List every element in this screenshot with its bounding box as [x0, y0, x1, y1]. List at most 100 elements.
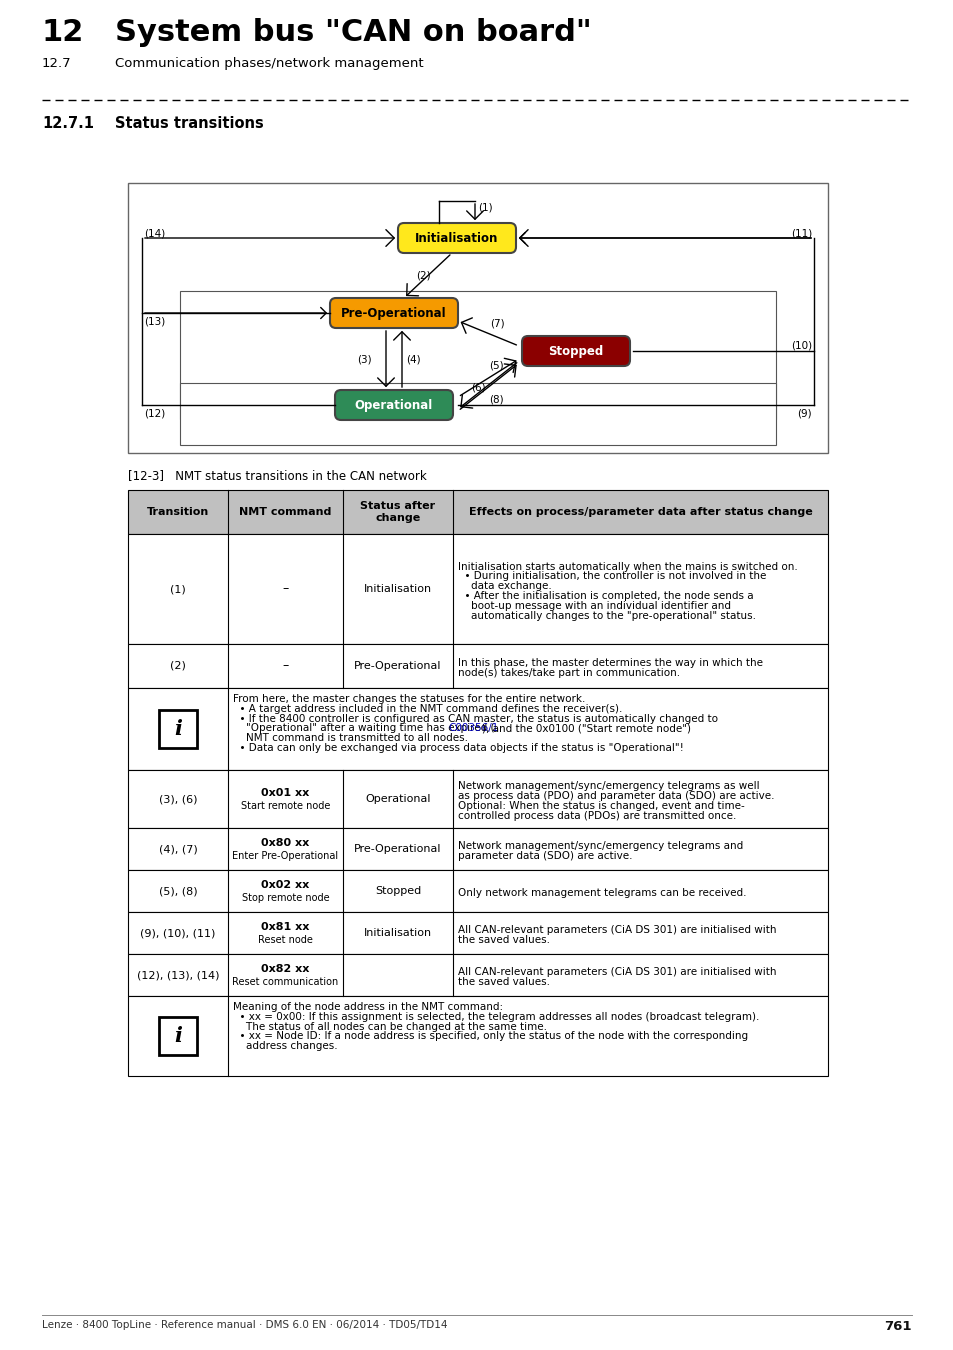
Text: 12.7: 12.7 — [42, 57, 71, 70]
Bar — [128, 688, 827, 769]
Text: • xx = 0x00: If this assignment is selected, the telegram addresses all nodes (b: • xx = 0x00: If this assignment is selec… — [233, 1011, 759, 1022]
Text: Network management/sync/emergency telegrams and: Network management/sync/emergency telegr… — [457, 841, 742, 852]
Text: "Operational" after a waiting time has expired (: "Operational" after a waiting time has e… — [233, 724, 494, 733]
Text: • During initialisation, the controller is not involved in the: • During initialisation, the controller … — [457, 571, 765, 582]
Bar — [128, 996, 827, 1076]
Text: address changes.: address changes. — [233, 1041, 337, 1052]
Text: (6): (6) — [471, 383, 485, 393]
Text: (4): (4) — [406, 354, 420, 364]
Text: Initialisation: Initialisation — [363, 585, 432, 594]
Text: Effects on process/parameter data after status change: Effects on process/parameter data after … — [468, 508, 812, 517]
Text: i: i — [173, 1026, 182, 1046]
Text: • If the 8400 controller is configured as CAN master, the status is automaticall: • If the 8400 controller is configured a… — [233, 714, 718, 724]
Bar — [128, 184, 827, 454]
Text: (3): (3) — [357, 354, 372, 364]
Text: (2): (2) — [170, 662, 186, 671]
Text: 12.7.1: 12.7.1 — [42, 116, 94, 131]
Text: Reset node: Reset node — [258, 936, 313, 945]
Text: 12: 12 — [42, 18, 84, 47]
Bar — [159, 1017, 196, 1054]
Text: (1): (1) — [170, 585, 186, 594]
Text: as process data (PDO) and parameter data (SDO) are active.: as process data (PDO) and parameter data… — [457, 791, 774, 801]
Text: the saved values.: the saved values. — [457, 977, 550, 987]
Bar — [128, 828, 827, 869]
Text: Transition: Transition — [147, 508, 209, 517]
Text: 0x02 xx: 0x02 xx — [261, 880, 310, 890]
Text: Operational: Operational — [355, 398, 433, 412]
Text: (11): (11) — [790, 228, 811, 238]
Text: [12-3]   NMT status transitions in the CAN network: [12-3] NMT status transitions in the CAN… — [128, 468, 426, 482]
Bar — [128, 913, 827, 954]
Bar — [180, 292, 775, 418]
Text: (9), (10), (11): (9), (10), (11) — [140, 927, 215, 938]
Text: • xx = Node ID: If a node address is specified, only the status of the node with: • xx = Node ID: If a node address is spe… — [233, 1031, 747, 1041]
Text: Stop remote node: Stop remote node — [241, 892, 329, 903]
Text: data exchange.: data exchange. — [457, 582, 551, 591]
Text: Initialisation starts automatically when the mains is switched on.: Initialisation starts automatically when… — [457, 562, 797, 571]
Text: (12): (12) — [144, 408, 165, 418]
Bar — [128, 535, 827, 644]
Text: ), and the 0x0100 ("Start remote node"): ), and the 0x0100 ("Start remote node") — [481, 724, 690, 733]
Text: Lenze · 8400 TopLine · Reference manual · DMS 6.0 EN · 06/2014 · TD05/TD14: Lenze · 8400 TopLine · Reference manual … — [42, 1320, 447, 1330]
Text: NMT command: NMT command — [239, 508, 332, 517]
Text: parameter data (SDO) are active.: parameter data (SDO) are active. — [457, 850, 632, 861]
Text: (8): (8) — [489, 396, 503, 405]
Text: node(s) takes/take part in communication.: node(s) takes/take part in communication… — [457, 668, 679, 678]
Text: controlled process data (PDOs) are transmitted once.: controlled process data (PDOs) are trans… — [457, 811, 736, 821]
Text: • A target address included in the NMT command defines the receiver(s).: • A target address included in the NMT c… — [233, 703, 621, 714]
Text: Start remote node: Start remote node — [240, 801, 330, 811]
Text: 0x81 xx: 0x81 xx — [261, 922, 310, 931]
Text: • After the initialisation is completed, the node sends a: • After the initialisation is completed,… — [457, 591, 753, 601]
Text: Enter Pre-Operational: Enter Pre-Operational — [233, 850, 338, 861]
Bar — [128, 769, 827, 828]
Bar — [128, 869, 827, 913]
FancyBboxPatch shape — [521, 336, 629, 366]
Text: (4), (7): (4), (7) — [158, 844, 197, 855]
Text: Communication phases/network management: Communication phases/network management — [115, 57, 423, 70]
Text: –: – — [282, 660, 289, 672]
Bar — [159, 710, 196, 748]
Text: (13): (13) — [144, 316, 165, 325]
Text: automatically changes to the "pre-operational" status.: automatically changes to the "pre-operat… — [457, 610, 755, 621]
Text: 0x01 xx: 0x01 xx — [261, 788, 310, 798]
Text: (9): (9) — [797, 408, 811, 418]
Bar — [128, 954, 827, 996]
Text: (5), (8): (5), (8) — [158, 886, 197, 896]
Text: Pre-Operational: Pre-Operational — [354, 662, 441, 671]
Text: C00356/1: C00356/1 — [448, 724, 498, 733]
FancyBboxPatch shape — [397, 223, 516, 252]
Text: NMT command is transmitted to all nodes.: NMT command is transmitted to all nodes. — [233, 733, 468, 744]
Text: All CAN-relevant parameters (CiA DS 301) are initialised with: All CAN-relevant parameters (CiA DS 301)… — [457, 967, 776, 977]
Text: (7): (7) — [490, 319, 504, 328]
Text: • Data can only be exchanged via process data objects if the status is "Operatio: • Data can only be exchanged via process… — [233, 743, 683, 753]
Bar — [128, 644, 827, 688]
Text: –: – — [282, 582, 289, 595]
Text: i: i — [173, 720, 182, 738]
Text: Initialisation: Initialisation — [415, 231, 498, 244]
Text: (12), (13), (14): (12), (13), (14) — [136, 971, 219, 980]
Text: The status of all nodes can be changed at the same time.: The status of all nodes can be changed a… — [233, 1022, 546, 1031]
Text: 0x80 xx: 0x80 xx — [261, 838, 310, 848]
Text: (1): (1) — [477, 202, 492, 213]
Text: Only network management telegrams can be received.: Only network management telegrams can be… — [457, 888, 745, 898]
Text: Optional: When the status is changed, event and time-: Optional: When the status is changed, ev… — [457, 801, 744, 811]
Text: the saved values.: the saved values. — [457, 936, 550, 945]
Text: (10): (10) — [790, 342, 811, 351]
Text: (2): (2) — [416, 270, 430, 281]
FancyBboxPatch shape — [335, 390, 453, 420]
Text: 761: 761 — [883, 1320, 911, 1332]
Text: Status transitions: Status transitions — [115, 116, 263, 131]
Text: Network management/sync/emergency telegrams as well: Network management/sync/emergency telegr… — [457, 782, 759, 791]
Text: Initialisation: Initialisation — [363, 927, 432, 938]
Text: Stopped: Stopped — [548, 344, 603, 358]
Text: 0x82 xx: 0x82 xx — [261, 964, 310, 973]
Text: Stopped: Stopped — [375, 886, 420, 896]
Text: From here, the master changes the statuses for the entire network.: From here, the master changes the status… — [233, 694, 585, 703]
FancyBboxPatch shape — [330, 298, 457, 328]
Text: Pre-Operational: Pre-Operational — [341, 306, 446, 320]
Text: (5): (5) — [489, 360, 503, 371]
Bar — [180, 383, 775, 446]
Text: Pre-Operational: Pre-Operational — [354, 844, 441, 855]
Text: Operational: Operational — [365, 794, 431, 805]
Text: boot-up message with an individual identifier and: boot-up message with an individual ident… — [457, 601, 730, 610]
